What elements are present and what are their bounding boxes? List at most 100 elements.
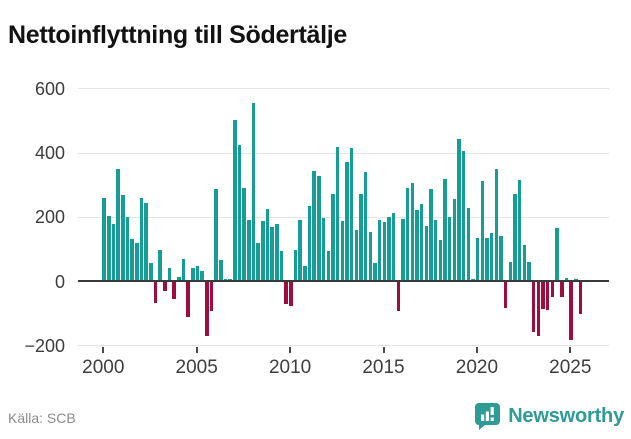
bar-2020-Q2 [480,181,485,281]
page-title: Nettoinflyttning till Södertälje [8,20,348,49]
bar-2021-Q1 [494,169,499,281]
gridline-200 [78,216,609,218]
bar-2015-Q3 [391,213,396,281]
x-axis-label-2010: 2010 [268,357,312,378]
bar-2004-Q2 [181,258,186,281]
y-axis-label-600: 600 [34,78,65,99]
bar-2003-Q3 [167,267,172,281]
bar-2025-Q1 [569,282,573,340]
bar-2024-Q1 [550,282,555,297]
bar-2001-Q3 [130,239,134,281]
bar-2005-Q2 [200,270,204,281]
bar-2012-Q4 [340,220,345,281]
bar-2022-Q2 [517,179,522,281]
bar-2024-Q3 [560,282,564,297]
bar-2003-Q4 [172,282,176,300]
bar-2010-Q1 [289,282,293,306]
bar-2008-Q3 [261,221,265,281]
bar-2002-Q4 [153,282,158,303]
bar-2014-Q1 [363,171,368,281]
bar-2021-Q4 [508,262,513,281]
bar-2016-Q1 [401,218,405,281]
bar-2017-Q1 [419,203,424,281]
x-axis-tick-2015 [382,347,385,353]
x-axis-tick-2005 [195,347,198,353]
newsworthy-wordmark: Newsworthy [508,404,624,427]
bar-2018-Q3 [447,217,452,281]
gridline--200 [78,345,609,347]
bar-2005-Q1 [195,265,200,281]
bar-2024-Q4 [564,277,569,281]
bar-2011-Q1 [307,205,312,281]
x-axis-label-2015: 2015 [362,357,405,378]
bar-2015-Q2 [387,217,391,281]
bar-2002-Q1 [139,198,144,281]
bar-2022-Q3 [522,245,527,281]
bar-2020-Q4 [489,232,494,281]
bar-2007-Q4 [247,219,251,281]
bar-2017-Q4 [433,220,438,281]
bar-2010-Q3 [298,220,302,281]
bar-2001-Q1 [121,195,125,281]
bar-2001-Q4 [135,243,139,281]
bar-2003-Q1 [158,249,162,281]
bar-2023-Q4 [545,282,550,311]
bar-2022-Q1 [513,194,517,281]
bar-2000-Q2 [107,216,111,281]
bar-2013-Q3 [354,229,359,281]
bar-2004-Q1 [177,276,181,281]
bar-2021-Q2 [499,236,503,281]
x-axis-label-2005: 2005 [175,357,218,378]
bar-2002-Q2 [144,202,148,281]
bar-2009-Q1 [270,227,274,281]
bar-2016-Q2 [405,187,410,281]
newsworthy-logo: Newsworthy [474,401,624,431]
bar-2019-Q1 [457,139,461,281]
bar-2010-Q4 [303,265,307,281]
x-axis-tick-2020 [475,347,478,353]
bar-2021-Q3 [503,282,508,308]
bar-2000-Q1 [102,198,106,281]
bar-2013-Q2 [349,148,354,281]
bar-2002-Q3 [149,262,153,281]
bar-2015-Q4 [396,282,401,311]
gridline-400 [78,152,609,154]
bar-2008-Q2 [256,243,260,281]
bar-2018-Q1 [438,239,443,281]
bar-2011-Q4 [321,218,326,281]
bar-2014-Q4 [377,220,382,281]
x-axis-label-2020: 2020 [455,357,499,378]
bar-2006-Q2 [219,259,223,281]
bar-2019-Q3 [466,207,471,281]
bar-2009-Q2 [275,224,279,281]
bar-2023-Q3 [541,282,545,310]
bar-2009-Q4 [284,282,288,305]
bar-2016-Q4 [415,209,419,281]
bar-2015-Q1 [382,222,387,281]
bar-2013-Q4 [359,193,363,281]
bar-2007-Q3 [242,187,246,281]
bar-2003-Q2 [163,282,167,291]
bar-2014-Q2 [368,231,373,281]
bar-2000-Q4 [116,168,120,281]
bar-2025-Q3 [578,282,583,315]
bar-2010-Q2 [293,249,298,281]
y-axis-label-0: 0 [54,271,65,292]
bar-2005-Q3 [205,282,209,337]
y-axis-label--200: −200 [24,335,65,356]
bar-2007-Q2 [237,145,242,281]
bar-2023-Q2 [536,282,541,336]
bar-2018-Q2 [443,178,447,281]
bar-2012-Q1 [326,251,331,281]
bar-2009-Q3 [279,251,284,281]
bar-2011-Q2 [312,170,316,281]
bar-2022-Q4 [527,262,531,281]
bar-2017-Q2 [424,225,429,281]
x-axis-label-2025: 2025 [549,357,592,378]
bar-2016-Q3 [410,182,415,281]
x-axis-tick-2000 [102,347,105,353]
bar-2012-Q2 [331,194,335,281]
bar-2019-Q2 [461,150,466,281]
source-label: Källa: SCB [8,410,76,426]
